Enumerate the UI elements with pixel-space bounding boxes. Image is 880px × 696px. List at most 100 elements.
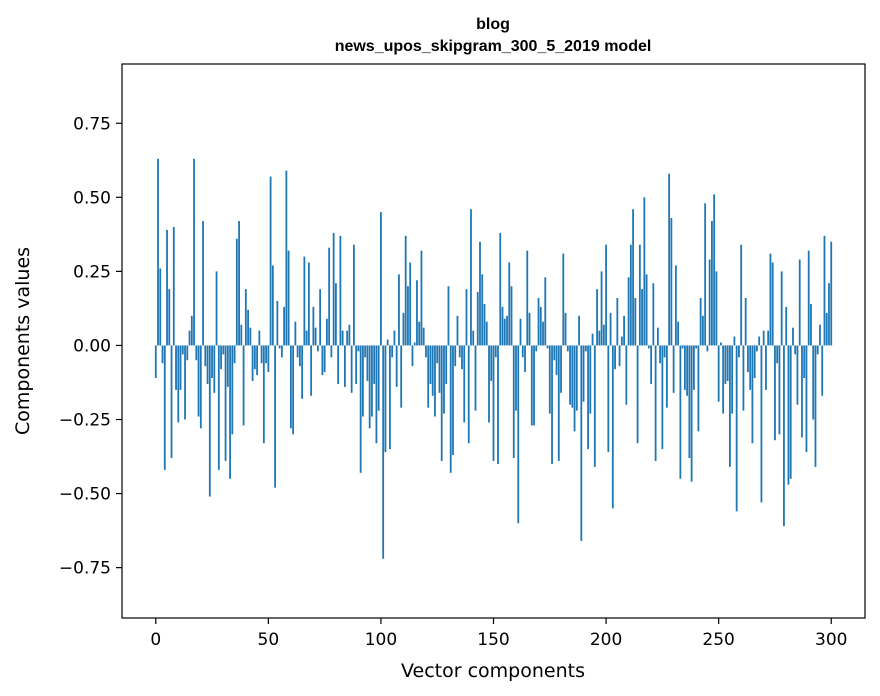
bar-132 [452, 345, 454, 456]
y-tick-label-3: 0.00 [73, 336, 111, 356]
bar-206 [618, 345, 621, 367]
bar-122 [429, 345, 432, 384]
bar-218 [645, 274, 648, 346]
bar-161 [517, 345, 520, 524]
bar-106 [393, 330, 396, 346]
bar-30 [222, 345, 225, 355]
bar-45 [256, 345, 258, 376]
bar-254 [726, 345, 729, 381]
bar-172 [542, 321, 544, 346]
bar-150 [492, 345, 495, 461]
bar-275 [774, 345, 776, 441]
y-tick-label-0: −0.75 [59, 559, 111, 579]
bar-119 [422, 327, 425, 346]
bar-221 [652, 283, 655, 346]
bar-87 [350, 345, 353, 393]
bar-264 [749, 345, 752, 390]
bar-287 [801, 345, 803, 438]
bar-278 [780, 271, 783, 346]
x-tick-label-0: 0 [150, 630, 161, 650]
y-axis-ticks: −0.75 −0.50 −0.25 0.00 0.25 0.50 0.75 [59, 114, 122, 579]
chart-title: blog [476, 16, 510, 33]
bar-84 [344, 345, 346, 387]
bar-25 [211, 345, 213, 379]
bar-168 [533, 345, 535, 426]
bar-292 [812, 345, 815, 420]
bar-75 [323, 345, 326, 373]
bar-94 [366, 345, 369, 381]
bar-185 [571, 345, 574, 408]
bar-146 [483, 303, 486, 346]
x-tick-label-100: 100 [365, 630, 397, 650]
bar-262 [744, 298, 747, 346]
bar-208 [623, 315, 625, 346]
y-tick-label-5: 0.50 [73, 188, 111, 208]
bar-173 [544, 277, 547, 346]
bar-103 [386, 339, 389, 346]
bar-286 [798, 259, 801, 346]
bar-97 [373, 345, 376, 384]
bar-124 [434, 345, 436, 417]
bar-43 [251, 345, 254, 381]
bar-160 [515, 345, 517, 411]
bar-117 [418, 321, 421, 346]
bar-77 [328, 247, 331, 346]
bar-70 [312, 306, 315, 346]
bar-199 [602, 324, 605, 346]
bar-1 [157, 158, 159, 346]
bar-177 [553, 345, 556, 361]
bar-192 [587, 345, 589, 450]
bar-11 [179, 345, 182, 390]
bar-62 [294, 321, 297, 346]
bar-265 [751, 345, 754, 444]
bar-10 [177, 345, 180, 423]
bar-7 [170, 345, 173, 459]
bar-36 [235, 238, 238, 346]
bar-297 [823, 235, 826, 346]
bar-211 [629, 244, 632, 346]
bar-98 [375, 345, 378, 444]
bar-99 [377, 345, 380, 411]
plot-frame [121, 63, 866, 619]
bar-63 [296, 345, 299, 358]
bar-138 [465, 289, 468, 346]
bar-145 [481, 274, 484, 346]
bar-174 [546, 345, 549, 349]
bar-197 [598, 330, 601, 346]
bar-111 [404, 235, 407, 346]
bar-285 [796, 345, 799, 405]
bar-248 [713, 194, 716, 346]
bar-283 [792, 327, 794, 346]
bar-55 [278, 345, 281, 349]
bar-198 [600, 271, 603, 346]
bar-165 [526, 250, 529, 346]
bar-21 [202, 221, 204, 346]
bar-96 [371, 345, 373, 417]
bar-82 [339, 235, 342, 346]
bar-162 [519, 318, 522, 346]
bar-57 [283, 306, 286, 346]
bar-31 [224, 345, 227, 461]
bar-171 [539, 306, 542, 346]
x-tick-label-200: 200 [590, 630, 622, 650]
bar-23 [206, 345, 209, 384]
bar-186 [573, 345, 576, 432]
bar-210 [627, 277, 630, 346]
bar-151 [494, 345, 497, 358]
bar-112 [407, 286, 409, 346]
bar-133 [454, 345, 457, 367]
bar-54 [276, 301, 279, 346]
bar-141 [472, 330, 475, 346]
bar-280 [785, 306, 788, 346]
bar-8 [172, 226, 175, 346]
bar-276 [776, 345, 779, 364]
y-axis-label: Components values [12, 247, 34, 435]
bar-291 [810, 303, 812, 346]
bar-226 [663, 345, 666, 358]
bar-126 [438, 345, 441, 393]
bar-40 [244, 289, 247, 346]
bar-148 [488, 345, 490, 423]
bar-147 [485, 321, 488, 346]
bar-282 [789, 345, 792, 479]
bar-16 [190, 315, 193, 346]
